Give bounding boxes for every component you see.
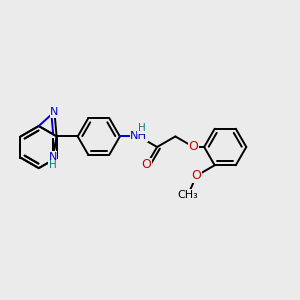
Text: O: O [191, 169, 201, 182]
Text: N: N [48, 152, 57, 162]
Text: H: H [49, 160, 57, 170]
Text: CH₃: CH₃ [178, 190, 198, 200]
Text: NH: NH [130, 131, 147, 142]
Text: O: O [189, 140, 199, 154]
Text: H: H [138, 123, 146, 133]
Text: N: N [50, 107, 58, 117]
Text: O: O [142, 158, 152, 171]
